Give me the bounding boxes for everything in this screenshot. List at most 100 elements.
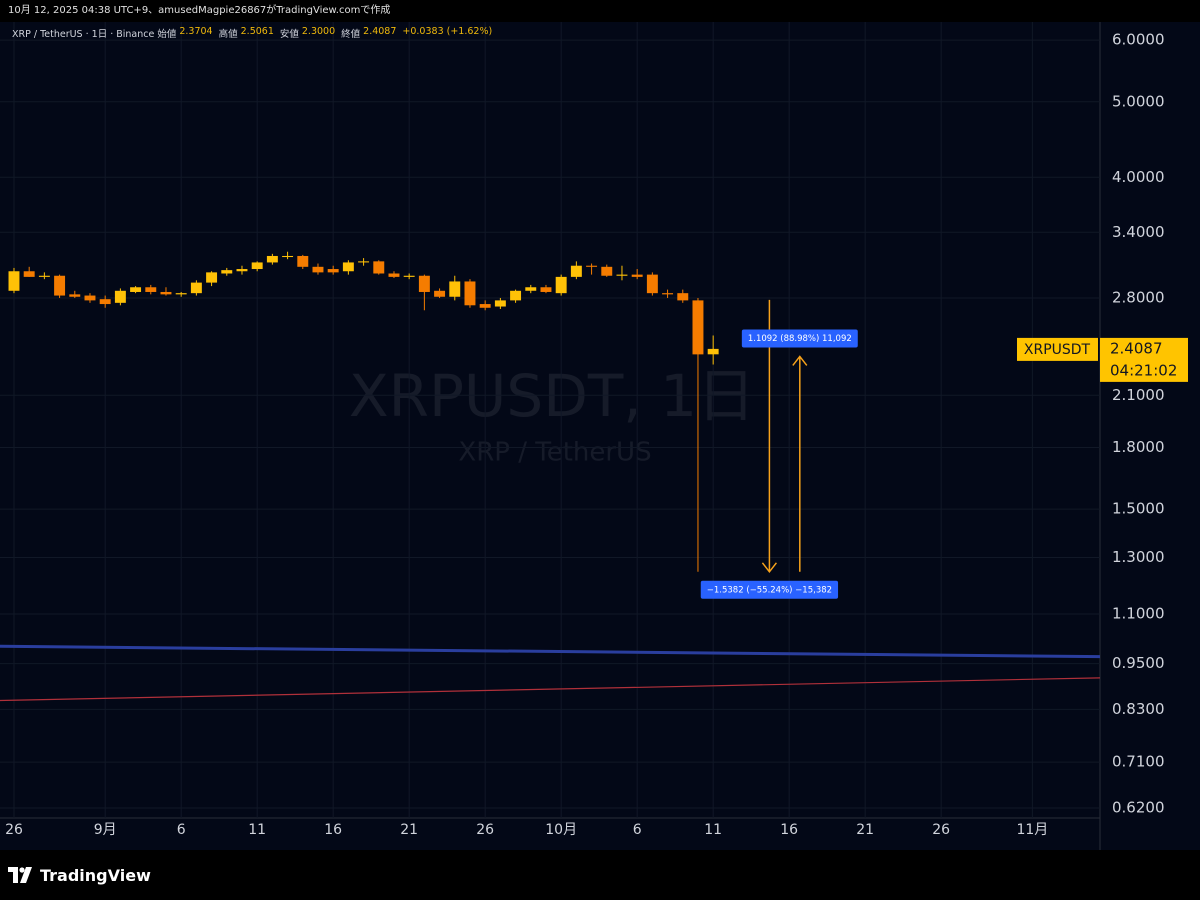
candle-body xyxy=(130,287,142,292)
candle-body xyxy=(540,287,552,292)
candle-body xyxy=(525,287,537,291)
candle-body xyxy=(434,290,446,297)
candle-body xyxy=(236,269,248,272)
y-tick-label: 1.8000 xyxy=(1112,438,1165,456)
legend-change: +0.0383 (+1.62%) xyxy=(402,26,493,37)
candle-body xyxy=(662,293,674,295)
candle-body xyxy=(8,271,20,291)
candle-body xyxy=(342,262,354,272)
legend-value: 2.4087 xyxy=(363,26,397,37)
brand-logo xyxy=(8,867,32,883)
candle-body xyxy=(23,271,35,277)
candle-body xyxy=(358,261,370,263)
measure-text: 1.1092 (88.98%) 11,092 xyxy=(748,334,852,344)
trend-line xyxy=(0,644,1101,659)
candle-body xyxy=(631,274,643,277)
candle-body xyxy=(570,265,582,277)
y-tick-label: 1.1000 xyxy=(1112,605,1165,623)
y-tick-label: 2.8000 xyxy=(1112,288,1165,306)
y-tick-label: 3.4000 xyxy=(1112,223,1165,241)
x-tick-label: 26 xyxy=(5,822,23,838)
symbol-box xyxy=(1017,337,1098,361)
candle-body xyxy=(601,266,613,276)
trend-line xyxy=(0,677,1101,702)
candle-body xyxy=(479,304,491,308)
candle-body xyxy=(38,275,50,277)
candle-body xyxy=(555,276,567,294)
legend-symbol: XRP / TetherUS · 1日 · Binance xyxy=(12,29,155,40)
x-tick-label: 6 xyxy=(633,822,642,838)
legend-label: 始値 xyxy=(157,29,177,40)
y-tick-label: 2.1000 xyxy=(1112,386,1165,404)
chart: XRPUSDT, 1日 XRP / TetherUS 6.0000 5.0000 4… xyxy=(0,22,1200,850)
candle-body xyxy=(677,293,689,301)
watermark-subtitle: XRP / TetherUS xyxy=(458,438,651,468)
symbol-text: XRPUSDT xyxy=(1024,342,1091,358)
candle-body xyxy=(251,262,263,270)
caption: 10月 12, 2025 04:38 UTC+9、amusedMagpie268… xyxy=(0,0,1200,22)
y-tick-label: 0.7100 xyxy=(1112,753,1165,771)
candle-body xyxy=(692,300,704,355)
candle-body xyxy=(69,294,81,297)
measure-box xyxy=(741,329,858,348)
legend-value: 2.3000 xyxy=(301,26,336,37)
y-tick-label: 4.0000 xyxy=(1112,168,1165,186)
candle-body xyxy=(449,281,461,297)
measure-label: −1.5382 (−55.24%) −15,382 xyxy=(700,580,839,599)
candle-body xyxy=(54,275,66,296)
x-tick-label: 6 xyxy=(177,822,186,838)
x-tick-label: 26 xyxy=(476,822,494,838)
candle-body xyxy=(99,299,111,305)
candle-body xyxy=(616,274,628,276)
candle-body xyxy=(510,290,522,301)
footer: TradingView xyxy=(0,850,1200,900)
x-tick-label: 11月 xyxy=(1016,822,1048,838)
x-tick-label: 16 xyxy=(780,822,798,838)
x-tick-label: 16 xyxy=(324,822,342,838)
candle-body xyxy=(494,300,506,307)
candle-body xyxy=(206,272,218,283)
candle-body xyxy=(84,295,96,301)
y-tick-label: 5.0000 xyxy=(1112,92,1165,110)
x-tick-label: 26 xyxy=(932,822,950,838)
measure-box xyxy=(700,580,839,599)
legend-label: 高値 xyxy=(218,29,238,40)
arrow-head xyxy=(792,355,808,366)
chart-background xyxy=(0,22,1200,850)
candle-body xyxy=(646,274,658,294)
candle-body xyxy=(373,261,385,274)
measure-text: −1.5382 (−55.24%) −15,382 xyxy=(707,585,832,595)
candle-body xyxy=(464,281,476,306)
y-tick-label: 6.0000 xyxy=(1112,31,1165,49)
candle-body xyxy=(707,348,719,355)
x-tick-label: 10月 xyxy=(545,822,577,838)
x-tick-label: 9月 xyxy=(94,822,117,838)
x-tick-label: 11 xyxy=(704,822,722,838)
x-tick-label: 21 xyxy=(856,822,874,838)
candle-body xyxy=(403,275,415,277)
candle-body xyxy=(418,275,430,292)
arrow-head xyxy=(761,562,777,574)
legend-label: 終値 xyxy=(341,29,361,40)
candle-body xyxy=(266,255,278,263)
candle-body xyxy=(297,255,309,267)
candle-body xyxy=(282,255,294,258)
legend-value: 2.5061 xyxy=(240,26,274,37)
candle-body xyxy=(586,265,598,267)
candle-body xyxy=(145,287,157,292)
y-tick-label: 1.3000 xyxy=(1112,548,1165,566)
legend-value: 2.3704 xyxy=(179,26,213,37)
x-tick-label: 11 xyxy=(248,822,266,838)
candle-body xyxy=(114,290,126,303)
x-tick-label: 21 xyxy=(400,822,418,838)
watermark-title: XRPUSDT, 1日 xyxy=(349,362,755,430)
legend: XRP / TetherUS · 1日 · Binance 始値 2.3704 高値… xyxy=(12,26,495,40)
y-tick-label: 1.5000 xyxy=(1112,500,1165,518)
legend-label: 安値 xyxy=(279,29,299,40)
price-box xyxy=(1100,337,1188,382)
candle-body xyxy=(190,282,202,294)
candle-body xyxy=(327,269,339,273)
candle-body xyxy=(388,273,400,277)
y-tick-label: 0.6200 xyxy=(1112,799,1165,817)
